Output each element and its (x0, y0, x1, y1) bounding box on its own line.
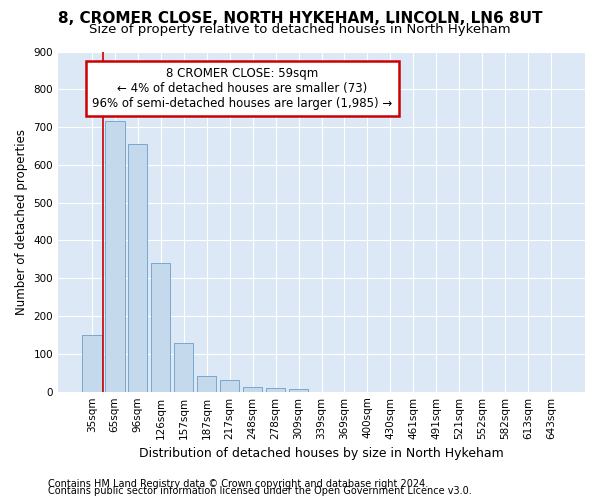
Text: 8 CROMER CLOSE: 59sqm
← 4% of detached houses are smaller (73)
96% of semi-detac: 8 CROMER CLOSE: 59sqm ← 4% of detached h… (92, 67, 392, 110)
Y-axis label: Number of detached properties: Number of detached properties (15, 128, 28, 314)
Bar (243, 387, 262, 392)
Text: Contains HM Land Registry data © Crown copyright and database right 2024.: Contains HM Land Registry data © Crown c… (48, 479, 428, 489)
Bar (82, 335, 101, 392)
Bar (105, 122, 125, 392)
Bar (289, 388, 308, 392)
Bar (220, 380, 239, 392)
Bar (266, 388, 286, 392)
Bar (151, 263, 170, 392)
X-axis label: Distribution of detached houses by size in North Hykeham: Distribution of detached houses by size … (139, 447, 504, 460)
Text: 8, CROMER CLOSE, NORTH HYKEHAM, LINCOLN, LN6 8UT: 8, CROMER CLOSE, NORTH HYKEHAM, LINCOLN,… (58, 11, 542, 26)
Bar (197, 376, 217, 392)
Text: Size of property relative to detached houses in North Hykeham: Size of property relative to detached ho… (89, 22, 511, 36)
Bar (174, 344, 193, 392)
Bar (128, 144, 148, 392)
Text: Contains public sector information licensed under the Open Government Licence v3: Contains public sector information licen… (48, 486, 472, 496)
